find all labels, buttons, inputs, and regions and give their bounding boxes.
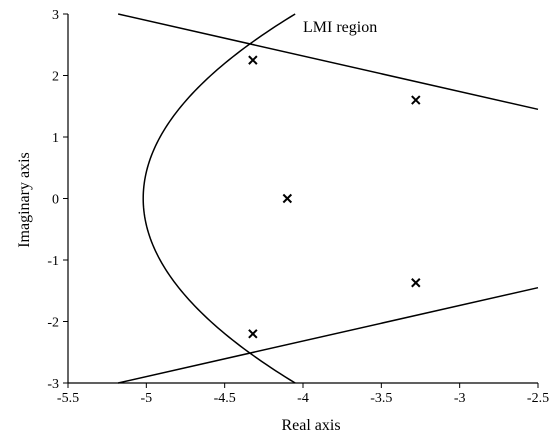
pole-cross-stroke [411, 95, 421, 105]
y-tick-label: 2 [52, 70, 59, 85]
y-tick-label: -3 [47, 377, 59, 392]
lmi-parabola-curve [142, 13, 296, 384]
y-tick-label: -2 [47, 316, 59, 331]
y-tick-label: 3 [52, 8, 59, 23]
pole-marker [248, 329, 258, 339]
lmi-region-label: LMI region [303, 19, 377, 36]
x-tick-label: -4.5 [214, 391, 236, 406]
x-tick-label: -3.5 [370, 391, 392, 406]
x-tick-label: -2.5 [527, 391, 549, 406]
poles [248, 55, 421, 339]
pole-cross-stroke [248, 329, 258, 339]
pole-cross-stroke [248, 55, 258, 65]
y-axis-label: Imaginary axis [16, 152, 33, 248]
lower-sector-line [117, 286, 539, 384]
pole-marker [282, 193, 293, 204]
y-tick-label: 1 [52, 131, 59, 146]
pole-cross-stroke [282, 193, 293, 204]
pole-cross-stroke [411, 278, 421, 288]
pole-marker [411, 95, 421, 105]
x-tick-label: -5.5 [57, 391, 79, 406]
pole-marker [248, 55, 258, 65]
x-tick-label: -5 [140, 391, 152, 406]
upper-sector-line [117, 13, 539, 111]
y-tick-label: 0 [52, 193, 59, 208]
pole-marker [411, 278, 421, 288]
plot-axes: -5.5 -5 -4.5 -4 -3.5 -3 -2.5 3 2 1 0 -1 -2 -3 [47, 8, 549, 406]
x-tick-label: -4 [297, 391, 309, 406]
y-tick-label: -1 [47, 254, 59, 269]
lmi-boundaries [117, 13, 539, 384]
x-tick-label: -3 [454, 391, 466, 406]
x-axis-label: Real axis [281, 417, 340, 434]
